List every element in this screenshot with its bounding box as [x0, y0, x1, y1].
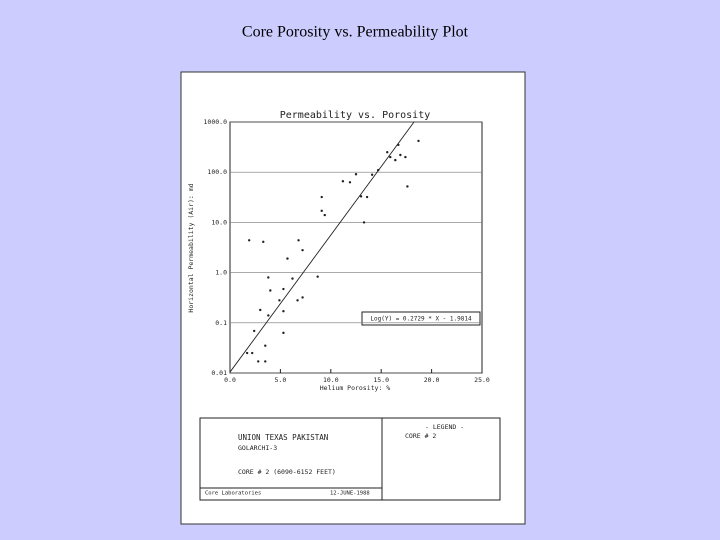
- point: [362, 221, 366, 224]
- point: [262, 240, 265, 244]
- point: [365, 195, 369, 199]
- point: [354, 173, 358, 176]
- point: [291, 277, 294, 280]
- point: [264, 360, 267, 363]
- x-tick-label: 10.0: [323, 376, 339, 384]
- info-box: [199, 417, 501, 501]
- legend-entry: CORE # 2: [405, 432, 436, 440]
- point: [247, 239, 251, 242]
- point: [394, 158, 397, 162]
- y-tick-label: 10.0: [211, 218, 227, 226]
- info-company: UNION TEXAS PAKISTAN: [238, 433, 328, 442]
- point: [389, 155, 392, 159]
- fit-line: [229, 121, 415, 373]
- point: [417, 139, 420, 143]
- point: [257, 360, 260, 363]
- x-tick-label: 25.0: [474, 376, 490, 384]
- point: [278, 299, 281, 302]
- point: [282, 331, 285, 335]
- y-tick-label: 1.0: [215, 269, 227, 277]
- point: [376, 168, 380, 172]
- x-tick-label: 5.0: [275, 376, 287, 384]
- y-tick-label: 1000.0: [204, 118, 228, 126]
- info-lab: Core Laboratories: [205, 491, 261, 497]
- point: [297, 239, 300, 242]
- point: [341, 180, 345, 183]
- x-axis-label: Helium Porosity: %: [320, 384, 391, 392]
- info-core: CORE # 2 (6090-6152 FEET): [238, 468, 336, 476]
- y-axis-label: Horizontal Permeability (Air): md: [187, 183, 195, 312]
- x-tick-label: 0.0: [224, 376, 236, 384]
- point: [359, 195, 363, 198]
- point: [370, 173, 374, 176]
- point: [267, 314, 270, 317]
- point: [250, 351, 254, 355]
- x-tick-label: 20.0: [424, 376, 440, 384]
- point: [264, 344, 267, 347]
- point: [386, 151, 389, 154]
- point: [269, 289, 272, 292]
- point: [252, 329, 256, 333]
- point: [320, 209, 323, 213]
- point: [296, 299, 299, 302]
- point: [267, 276, 270, 279]
- point: [397, 143, 400, 147]
- point: [406, 185, 409, 188]
- point: [282, 287, 285, 291]
- point: [282, 310, 285, 313]
- info-well: GOLARCHI-3: [238, 444, 277, 452]
- y-tick-label: 0.1: [215, 319, 227, 327]
- info-date: 12-JUNE-1988: [330, 491, 370, 497]
- point: [245, 351, 249, 355]
- paper: [180, 71, 526, 525]
- point: [301, 296, 304, 299]
- x-tick-label: 15.0: [373, 376, 389, 384]
- chart-title: Permeability vs. Porosity: [280, 110, 431, 121]
- point: [404, 155, 407, 159]
- point: [323, 213, 326, 217]
- y-tick-label: 100.0: [207, 168, 227, 176]
- point: [399, 153, 402, 157]
- point: [301, 248, 304, 252]
- point: [320, 195, 323, 199]
- fit-box: [361, 311, 481, 326]
- point: [259, 308, 262, 312]
- point: [348, 181, 352, 184]
- y-tick-label: 0.01: [211, 369, 227, 377]
- point: [316, 275, 319, 278]
- point: [286, 257, 289, 260]
- slide-title: Core Porosity vs. Permeability Plot: [242, 24, 469, 41]
- fit-label: Log(Y) = 0.2729 * X - 1.9814: [370, 316, 472, 323]
- legend-title: - LEGEND -: [425, 423, 464, 431]
